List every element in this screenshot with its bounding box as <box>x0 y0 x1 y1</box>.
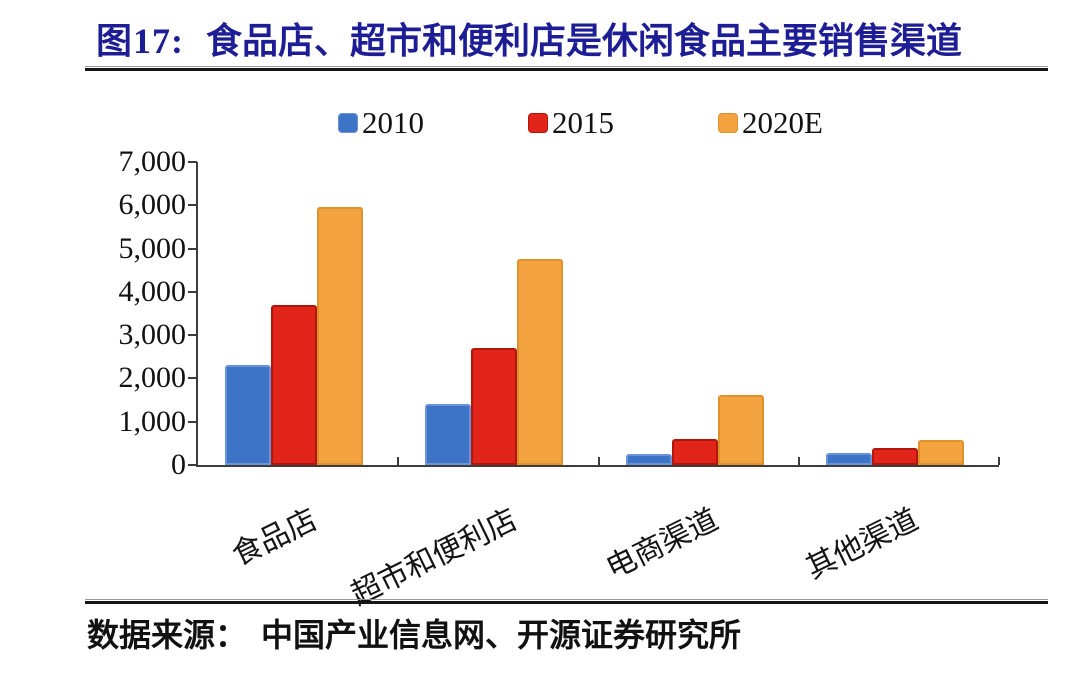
bar-2020E-超市和便利店 <box>517 259 564 465</box>
legend-item-2020E: 2020E <box>718 107 823 138</box>
bar-group-2 <box>425 162 564 465</box>
figure-number: 图17: <box>96 21 184 61</box>
bar-2015-超市和便利店 <box>471 348 518 465</box>
bar-2015-其他渠道 <box>871 448 918 465</box>
bar-2015-电商渠道 <box>671 439 718 465</box>
title-divider <box>85 66 1048 71</box>
legend-swatch-icon <box>528 112 548 133</box>
y-axis-tick-mark <box>188 204 197 207</box>
divider-thin-line <box>85 66 1048 67</box>
x-axis-category-label: 食品店 <box>227 503 323 573</box>
x-axis-category-label: 电商渠道 <box>600 503 724 586</box>
x-axis-tick-mark <box>797 457 800 465</box>
bar-group-4 <box>825 162 964 465</box>
y-axis-tick-label: 6,000 <box>118 188 187 222</box>
y-axis-tick-label: 3,000 <box>118 318 187 352</box>
divider-thin-line <box>85 599 1048 600</box>
legend-swatch-icon <box>718 112 738 133</box>
y-axis-tick-mark <box>188 161 197 163</box>
bar-2020E-食品店 <box>317 207 363 465</box>
footer-divider <box>85 599 1048 604</box>
legend-label: 2020E <box>742 105 823 140</box>
bar-2020E-电商渠道 <box>717 394 764 465</box>
divider-thick-line <box>85 601 1048 604</box>
data-source: 数据来源： 中国产业信息网、开源证券研究所 <box>87 610 741 656</box>
bar-chart-plot-area: 0 1,000 2,000 3,000 4,000 5,000 6,000 7,000 食品店超… <box>119 145 1000 612</box>
figure-title-text: 食品店、超市和便利店是休闲食品主要销售渠道 <box>206 21 963 61</box>
y-axis-tick-label: 0 <box>171 448 186 481</box>
y-axis-tick-label: 1,000 <box>118 404 187 438</box>
legend-label: 2015 <box>552 105 614 140</box>
chart-legend: 2010 2015 2020E <box>338 107 823 138</box>
legend-item-2010: 2010 <box>338 107 424 138</box>
data-source-text: 中国产业信息网、开源证券研究所 <box>261 617 742 653</box>
bar-2015-食品店 <box>271 304 317 465</box>
data-source-label: 数据来源： <box>87 617 248 653</box>
bar-2010-其他渠道 <box>825 452 872 465</box>
x-axis-tick-mark <box>998 457 1000 465</box>
y-axis-tick-mark <box>188 464 197 466</box>
bar-group-1 <box>225 162 363 465</box>
bar-2010-电商渠道 <box>625 454 672 465</box>
y-axis-tick-mark <box>188 420 197 423</box>
bar-2010-超市和便利店 <box>425 404 472 465</box>
y-axis-tick-mark <box>188 377 197 380</box>
figure-title: 图17: 食品店、超市和便利店是休闲食品主要销售渠道 <box>96 12 962 64</box>
x-axis-category-label: 超市和便利店 <box>346 503 523 612</box>
bar-2010-食品店 <box>225 365 271 465</box>
bar-group-3 <box>625 162 764 465</box>
legend-label: 2010 <box>362 105 424 140</box>
y-axis-tick-label: 7,000 <box>118 145 187 178</box>
x-axis-tick-mark <box>397 457 400 465</box>
y-axis-tick-mark <box>188 334 197 337</box>
legend-swatch-icon <box>338 112 358 133</box>
x-axis-tick-mark <box>597 457 600 465</box>
y-axis-tick-label: 2,000 <box>118 361 187 395</box>
y-axis-tick-label: 5,000 <box>118 231 187 265</box>
y-axis-tick-mark <box>188 247 197 250</box>
divider-thick-line <box>85 68 1048 71</box>
x-axis-category-label: 其他渠道 <box>800 503 924 586</box>
y-axis-tick-label: 4,000 <box>118 274 187 308</box>
bar-2020E-其他渠道 <box>917 439 964 465</box>
legend-item-2015: 2015 <box>528 107 614 138</box>
y-axis-tick-mark <box>188 290 197 293</box>
